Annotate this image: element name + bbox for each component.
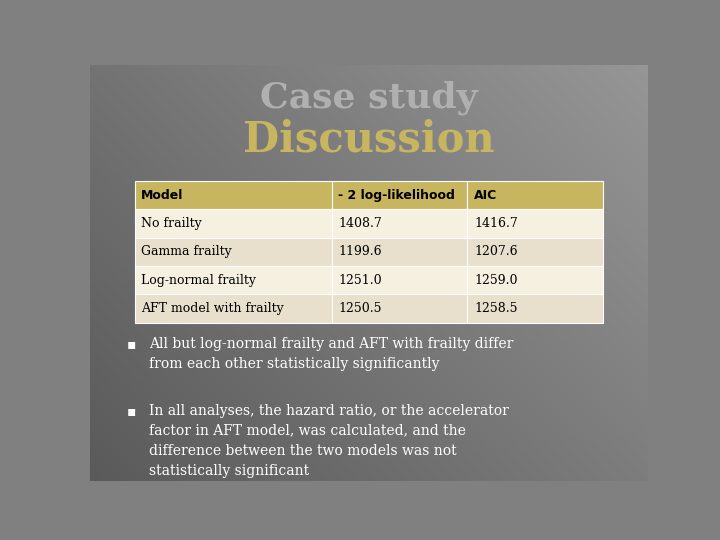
Text: ▪: ▪ — [127, 337, 137, 351]
FancyBboxPatch shape — [467, 266, 603, 294]
Text: AIC: AIC — [474, 189, 498, 202]
Text: - 2 log-likelihood: - 2 log-likelihood — [338, 189, 455, 202]
FancyBboxPatch shape — [331, 294, 467, 322]
Text: Discussion: Discussion — [243, 119, 495, 160]
Text: 1416.7: 1416.7 — [474, 217, 518, 230]
FancyBboxPatch shape — [331, 181, 467, 210]
Text: 1259.0: 1259.0 — [474, 274, 518, 287]
Text: Log-normal frailty: Log-normal frailty — [141, 274, 256, 287]
Text: AFT model with frailty: AFT model with frailty — [141, 302, 284, 315]
FancyBboxPatch shape — [331, 238, 467, 266]
Text: ▪: ▪ — [127, 404, 137, 417]
FancyBboxPatch shape — [135, 210, 331, 238]
Text: All but log-normal frailty and AFT with frailty differ
from each other statistic: All but log-normal frailty and AFT with … — [148, 337, 513, 371]
FancyBboxPatch shape — [135, 238, 331, 266]
FancyBboxPatch shape — [467, 294, 603, 322]
Text: In all analyses, the hazard ratio, or the accelerator
factor in AFT model, was c: In all analyses, the hazard ratio, or th… — [148, 404, 508, 478]
Text: 1199.6: 1199.6 — [338, 245, 382, 259]
FancyBboxPatch shape — [135, 181, 331, 210]
Text: Case study: Case study — [260, 81, 478, 116]
Text: 1258.5: 1258.5 — [474, 302, 518, 315]
FancyBboxPatch shape — [467, 238, 603, 266]
Text: 1251.0: 1251.0 — [338, 274, 382, 287]
Text: Gamma frailty: Gamma frailty — [141, 245, 232, 259]
Text: 1250.5: 1250.5 — [338, 302, 382, 315]
FancyBboxPatch shape — [135, 294, 331, 322]
FancyBboxPatch shape — [467, 181, 603, 210]
FancyBboxPatch shape — [135, 266, 331, 294]
Text: Model: Model — [141, 189, 184, 202]
Text: 1408.7: 1408.7 — [338, 217, 382, 230]
FancyBboxPatch shape — [467, 210, 603, 238]
Text: No frailty: No frailty — [141, 217, 202, 230]
FancyBboxPatch shape — [331, 266, 467, 294]
Text: 1207.6: 1207.6 — [474, 245, 518, 259]
FancyBboxPatch shape — [331, 210, 467, 238]
